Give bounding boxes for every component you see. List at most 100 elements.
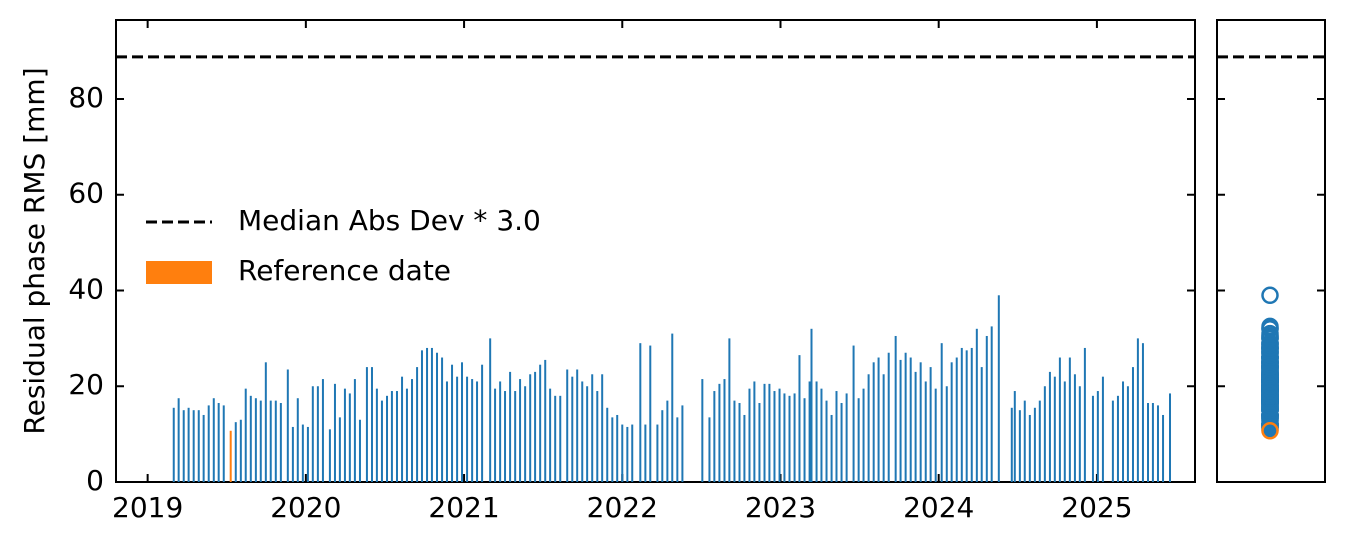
bar — [333, 383, 336, 482]
bar — [940, 343, 943, 482]
bar — [430, 347, 433, 482]
side-point — [1261, 317, 1279, 336]
bar — [451, 364, 454, 482]
bar — [207, 405, 210, 482]
bar — [401, 376, 404, 482]
bar — [1043, 386, 1046, 482]
bar — [899, 359, 902, 482]
side-point — [1261, 339, 1279, 357]
bar — [264, 362, 267, 482]
side-point — [1261, 358, 1279, 376]
bar — [980, 367, 983, 482]
bar — [348, 393, 351, 482]
bar — [461, 362, 464, 482]
bar — [192, 410, 195, 482]
bar — [316, 386, 319, 482]
bar — [244, 388, 247, 482]
bar — [1053, 376, 1056, 482]
bar — [867, 374, 870, 482]
bar — [611, 417, 614, 482]
bar — [626, 426, 629, 482]
x-tick-label: 2022 — [587, 491, 658, 524]
bar — [990, 326, 993, 482]
bar — [279, 403, 282, 482]
bar — [723, 379, 726, 482]
bar — [825, 400, 828, 482]
bar — [274, 400, 277, 482]
bar — [566, 369, 569, 482]
bar — [934, 388, 937, 482]
y-tick-label: 0 — [86, 464, 104, 497]
bar — [778, 388, 781, 482]
bar — [965, 350, 968, 482]
bar — [353, 379, 356, 482]
bar — [1083, 347, 1086, 482]
bar — [743, 414, 746, 482]
bar — [234, 422, 237, 482]
bar — [249, 395, 252, 482]
bar — [519, 379, 522, 482]
bar — [845, 393, 848, 482]
side-point — [1261, 384, 1279, 403]
bar — [960, 347, 963, 482]
bar — [1078, 386, 1081, 482]
bar — [631, 424, 634, 482]
bar — [370, 367, 373, 482]
bar — [718, 383, 721, 482]
bar — [919, 362, 922, 482]
bar — [471, 379, 474, 482]
bar — [1156, 405, 1159, 482]
side-point — [1261, 286, 1279, 305]
bar — [466, 376, 469, 482]
bar — [661, 410, 664, 482]
legend-label: Median Abs Dev * 3.0 — [238, 204, 541, 237]
side-point — [1261, 377, 1279, 395]
bar — [857, 398, 860, 482]
bar — [606, 407, 609, 482]
bar — [328, 429, 331, 482]
bar — [365, 367, 368, 482]
bar — [803, 398, 806, 482]
bar — [586, 386, 589, 482]
y-tick-label: 60 — [68, 177, 104, 210]
x-tick-label: 2021 — [428, 491, 499, 524]
bar — [441, 357, 444, 482]
bar — [793, 393, 796, 482]
bar — [591, 374, 594, 482]
bar — [306, 426, 309, 482]
x-tick-label: 2024 — [903, 491, 974, 524]
bar — [676, 417, 679, 482]
bar — [390, 391, 393, 482]
bar — [514, 391, 517, 482]
bar — [945, 386, 948, 482]
bar — [1068, 357, 1071, 482]
bar — [656, 424, 659, 482]
bar — [798, 355, 801, 482]
bar — [1096, 391, 1099, 482]
bar — [758, 403, 761, 482]
bar — [571, 376, 574, 482]
bar — [1116, 395, 1119, 482]
bar — [616, 414, 619, 482]
side-frame — [1216, 19, 1326, 483]
bar — [904, 352, 907, 482]
bar — [872, 362, 875, 482]
bar — [666, 400, 669, 482]
bar — [728, 338, 731, 482]
bar — [840, 403, 843, 482]
bar — [852, 345, 855, 482]
bar — [375, 388, 378, 482]
bar — [894, 335, 897, 482]
bar — [639, 343, 642, 482]
bar — [222, 405, 225, 482]
bar — [509, 371, 512, 482]
bar — [544, 359, 547, 482]
bar — [753, 381, 756, 482]
bar — [405, 388, 408, 482]
bar — [997, 295, 1000, 482]
bar — [1131, 367, 1134, 482]
bar — [229, 430, 232, 482]
bar — [1028, 414, 1031, 482]
bar — [358, 419, 361, 482]
bar — [950, 362, 953, 482]
